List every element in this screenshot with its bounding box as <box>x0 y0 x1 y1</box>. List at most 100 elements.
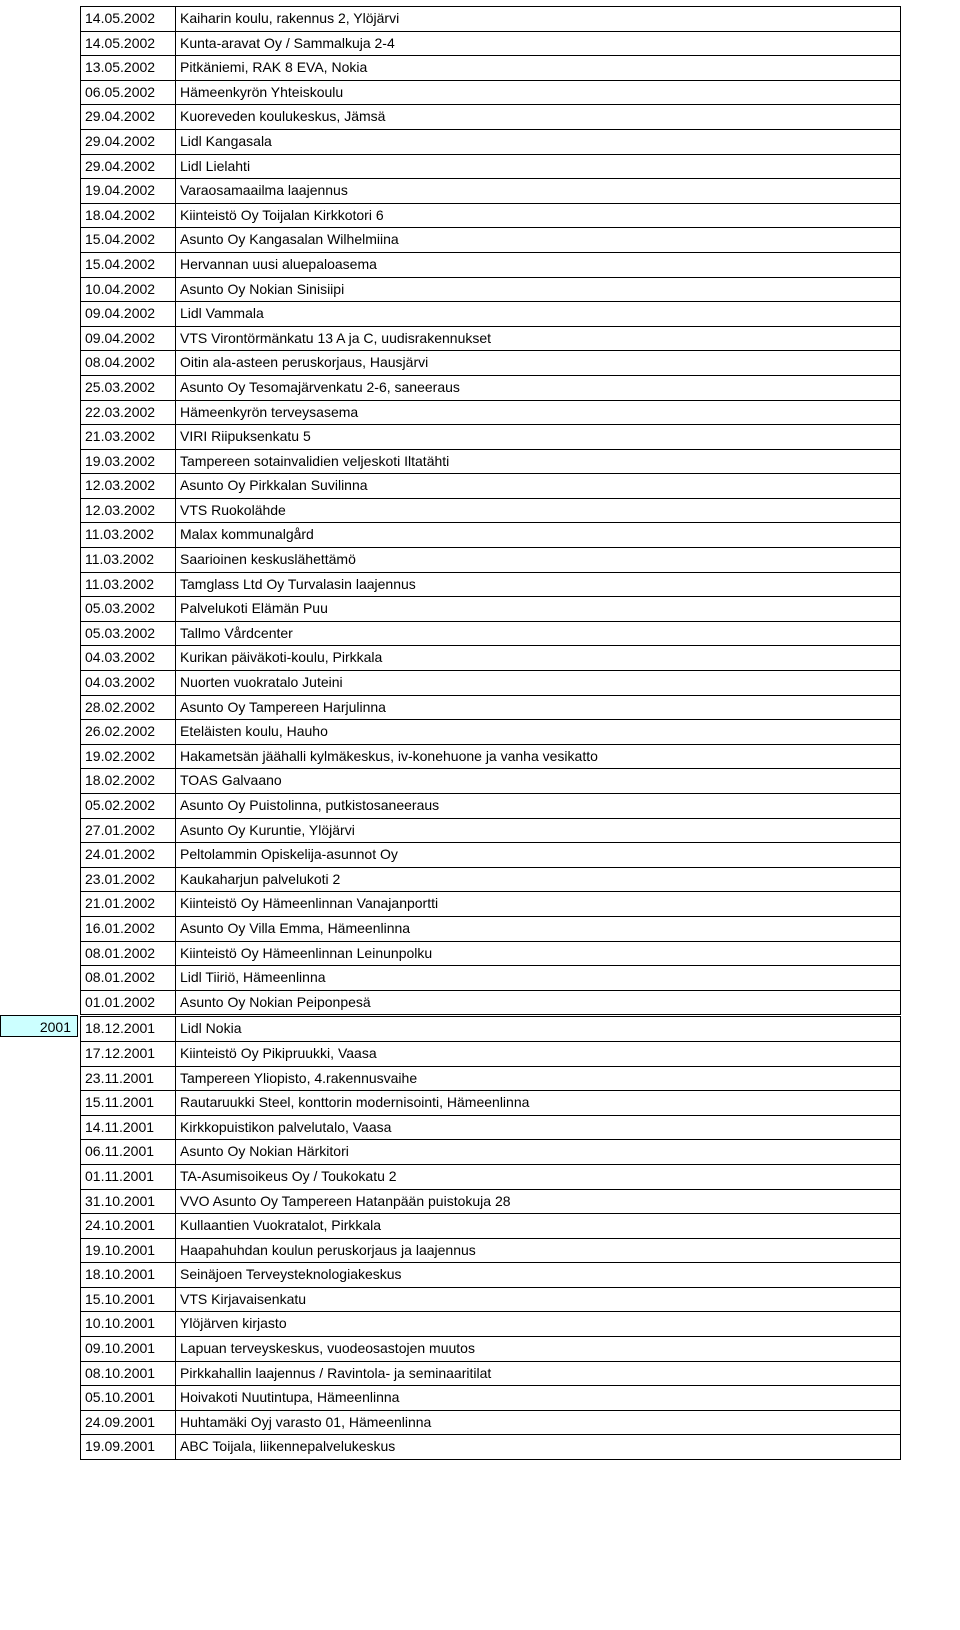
date-cell: 19.10.2001 <box>81 1238 176 1263</box>
desc-cell: Asunto Oy Nokian Sinisiipi <box>176 277 901 302</box>
date-cell: 29.04.2002 <box>81 105 176 130</box>
table-row: 05.02.2002Asunto Oy Puistolinna, putkist… <box>81 794 901 819</box>
date-cell: 08.01.2002 <box>81 966 176 991</box>
desc-cell: VTS Virontörmänkatu 13 A ja C, uudisrake… <box>176 326 901 351</box>
date-cell: 06.11.2001 <box>81 1140 176 1165</box>
date-cell: 17.12.2001 <box>81 1041 176 1066</box>
date-cell: 28.02.2002 <box>81 695 176 720</box>
desc-cell: VTS Ruokolähde <box>176 498 901 523</box>
table-row: 10.04.2002Asunto Oy Nokian Sinisiipi <box>81 277 901 302</box>
date-cell: 05.03.2002 <box>81 621 176 646</box>
table-row: 19.09.2001ABC Toijala, liikennepalveluke… <box>81 1435 901 1460</box>
desc-cell: Kiinteistö Oy Toijalan Kirkkotori 6 <box>176 203 901 228</box>
date-cell: 04.03.2002 <box>81 646 176 671</box>
date-cell: 29.04.2002 <box>81 129 176 154</box>
date-cell: 25.03.2002 <box>81 375 176 400</box>
desc-cell: Pitkäniemi, RAK 8 EVA, Nokia <box>176 56 901 81</box>
table-row: 19.10.2001Haapahuhdan koulun peruskorjau… <box>81 1238 901 1263</box>
date-cell: 06.05.2002 <box>81 80 176 105</box>
table-row: 08.04.2002Oitin ala-asteen peruskorjaus,… <box>81 351 901 376</box>
date-cell: 05.02.2002 <box>81 794 176 819</box>
table-row: 23.11.2001Tampereen Yliopisto, 4.rakennu… <box>81 1066 901 1091</box>
desc-cell: VTS Kirjavaisenkatu <box>176 1287 901 1312</box>
desc-cell: Kiinteistö Oy Pikipruukki, Vaasa <box>176 1041 901 1066</box>
table-row: 06.11.2001Asunto Oy Nokian Härkitori <box>81 1140 901 1165</box>
date-cell: 14.05.2002 <box>81 7 176 32</box>
date-cell: 22.03.2002 <box>81 400 176 425</box>
date-cell: 01.01.2002 <box>81 990 176 1016</box>
table-row: 19.03.2002Tampereen sotainvalidien velje… <box>81 449 901 474</box>
table-row: 01.01.2002Asunto Oy Nokian Peiponpesä <box>81 990 901 1016</box>
year-marker: 2001 <box>0 1015 78 1037</box>
table-row: 31.10.2001VVO Asunto Oy Tampereen Hatanp… <box>81 1189 901 1214</box>
desc-cell: Oitin ala-asteen peruskorjaus, Hausjärvi <box>176 351 901 376</box>
table-row: 21.01.2002Kiinteistö Oy Hämeenlinnan Van… <box>81 892 901 917</box>
table-row: 06.05.2002Hämeenkyrön Yhteiskoulu <box>81 80 901 105</box>
desc-cell: Huhtamäki Oyj varasto 01, Hämeenlinna <box>176 1410 901 1435</box>
date-cell: 09.04.2002 <box>81 302 176 327</box>
table-row: 24.09.2001Huhtamäki Oyj varasto 01, Häme… <box>81 1410 901 1435</box>
table-row: 15.04.2002Hervannan uusi aluepaloasema <box>81 252 901 277</box>
date-cell: 27.01.2002 <box>81 818 176 843</box>
date-cell: 08.04.2002 <box>81 351 176 376</box>
table-row: 29.04.2002Lidl Kangasala <box>81 129 901 154</box>
date-cell: 11.03.2002 <box>81 572 176 597</box>
desc-cell: Hämeenkyrön Yhteiskoulu <box>176 80 901 105</box>
table-row: 08.10.2001Pirkkahallin laajennus / Ravin… <box>81 1361 901 1386</box>
date-cell: 12.03.2002 <box>81 474 176 499</box>
table-row: 27.01.2002Asunto Oy Kuruntie, Ylöjärvi <box>81 818 901 843</box>
date-cell: 08.10.2001 <box>81 1361 176 1386</box>
table-row: 05.03.2002Tallmo Vårdcenter <box>81 621 901 646</box>
table-row: 14.11.2001Kirkkopuistikon palvelutalo, V… <box>81 1115 901 1140</box>
table-row: 14.05.2002Kaiharin koulu, rakennus 2, Yl… <box>81 7 901 32</box>
date-cell: 31.10.2001 <box>81 1189 176 1214</box>
table-row: 10.10.2001Ylöjärven kirjasto <box>81 1312 901 1337</box>
desc-cell: Tamglass Ltd Oy Turvalasin laajennus <box>176 572 901 597</box>
date-cell: 23.01.2002 <box>81 867 176 892</box>
table-row: 05.10.2001Hoivakoti Nuutintupa, Hämeenli… <box>81 1386 901 1411</box>
date-cell: 10.04.2002 <box>81 277 176 302</box>
date-cell: 05.10.2001 <box>81 1386 176 1411</box>
desc-cell: Asunto Oy Pirkkalan Suvilinna <box>176 474 901 499</box>
date-cell: 09.04.2002 <box>81 326 176 351</box>
table-row: 22.03.2002Hämeenkyrön terveysasema <box>81 400 901 425</box>
desc-cell: Tampereen Yliopisto, 4.rakennusvaihe <box>176 1066 901 1091</box>
desc-cell: Hakametsän jäähalli kylmäkeskus, iv-kone… <box>176 744 901 769</box>
date-cell: 19.04.2002 <box>81 179 176 204</box>
table-row: 08.01.2002Lidl Tiiriö, Hämeenlinna <box>81 966 901 991</box>
desc-cell: Malax kommunalgård <box>176 523 901 548</box>
desc-cell: Kaukaharjun palvelukoti 2 <box>176 867 901 892</box>
desc-cell: Lidl Lielahti <box>176 154 901 179</box>
desc-cell: Pirkkahallin laajennus / Ravintola- ja s… <box>176 1361 901 1386</box>
desc-cell: TOAS Galvaano <box>176 769 901 794</box>
desc-cell: Varaosamaailma laajennus <box>176 179 901 204</box>
date-cell: 05.03.2002 <box>81 597 176 622</box>
table-row: 25.03.2002Asunto Oy Tesomajärvenkatu 2-6… <box>81 375 901 400</box>
table-row: 24.10.2001Kullaantien Vuokratalot, Pirkk… <box>81 1214 901 1239</box>
table-row: 29.04.2002Kuoreveden koulukeskus, Jämsä <box>81 105 901 130</box>
table-row: 28.02.2002Asunto Oy Tampereen Harjulinna <box>81 695 901 720</box>
desc-cell: Nuorten vuokratalo Juteini <box>176 671 901 696</box>
table-row: 11.03.2002Malax kommunalgård <box>81 523 901 548</box>
date-cell: 24.10.2001 <box>81 1214 176 1239</box>
table-row: 18.04.2002Kiinteistö Oy Toijalan Kirkkot… <box>81 203 901 228</box>
table-row: 18.02.2002TOAS Galvaano <box>81 769 901 794</box>
date-cell: 15.11.2001 <box>81 1091 176 1116</box>
date-cell: 11.03.2002 <box>81 548 176 573</box>
desc-cell: Hämeenkyrön terveysasema <box>176 400 901 425</box>
date-cell: 14.05.2002 <box>81 31 176 56</box>
table-row: 15.11.2001Rautaruukki Steel, konttorin m… <box>81 1091 901 1116</box>
table-row: 01.11.2001TA-Asumisoikeus Oy / Toukokatu… <box>81 1164 901 1189</box>
desc-cell: Kullaantien Vuokratalot, Pirkkala <box>176 1214 901 1239</box>
desc-cell: Kiinteistö Oy Hämeenlinnan Vanajanportti <box>176 892 901 917</box>
date-cell: 18.04.2002 <box>81 203 176 228</box>
date-cell: 15.10.2001 <box>81 1287 176 1312</box>
date-cell: 21.03.2002 <box>81 425 176 450</box>
desc-cell: Lidl Vammala <box>176 302 901 327</box>
date-cell: 01.11.2001 <box>81 1164 176 1189</box>
date-cell: 08.01.2002 <box>81 941 176 966</box>
date-cell: 24.01.2002 <box>81 843 176 868</box>
table-row: 26.02.2002Eteläisten koulu, Hauho <box>81 720 901 745</box>
desc-cell: Eteläisten koulu, Hauho <box>176 720 901 745</box>
date-cell: 19.09.2001 <box>81 1435 176 1460</box>
